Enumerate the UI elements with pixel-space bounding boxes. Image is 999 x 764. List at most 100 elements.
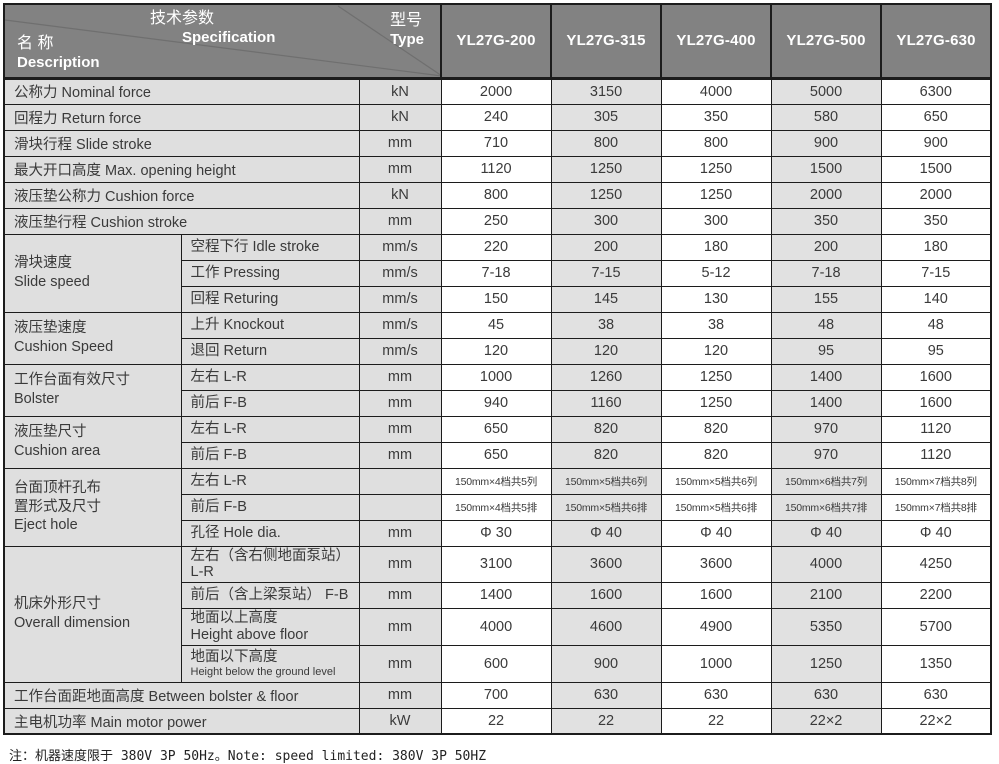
- table-row: 液压垫行程 Cushion stroke mm 250 300 300 350 350: [3, 207, 992, 235]
- value-cell: 1500: [770, 155, 882, 183]
- value-cell: 140: [880, 285, 992, 313]
- row-sublabel-cell: 前后 F-B: [180, 493, 360, 521]
- value-cell: 150mm×7档共8排: [880, 493, 992, 521]
- unit-cell: mm: [358, 681, 442, 709]
- table-row: 工作台面有效尺寸 Bolster 左右 L-R mm 1000 1260 1250 1400…: [3, 363, 992, 417]
- value-cell: 7-18: [440, 259, 552, 287]
- value-cell: 630: [770, 681, 882, 709]
- header-spec-en: Specification: [182, 29, 276, 46]
- value-cell: 650: [880, 103, 992, 131]
- table-row: 机床外形尺寸 Overall dimension 左右（含右侧地面泵站） L-R m…: [3, 545, 992, 683]
- header-type-zh: 型号: [390, 12, 423, 29]
- value-cell: 1600: [880, 363, 992, 391]
- unit-cell: mm: [358, 545, 442, 583]
- table-row: 工作台面距地面高度 Between bolster & floor mm 700 63…: [3, 681, 992, 709]
- value-cell: 1250: [550, 181, 662, 209]
- value-cell: 2000: [770, 181, 882, 209]
- group-label-cell: 液压垫速度 Cushion Speed: [3, 311, 182, 365]
- unit-cell: mm: [358, 207, 442, 235]
- value-cell: Φ 40: [770, 519, 882, 547]
- value-cell: 2000: [440, 77, 552, 105]
- unit-cell: mm: [358, 581, 442, 609]
- row-sublabel-cell: 前后 F-B: [180, 389, 360, 417]
- group-label-cell: 滑块速度 Slide speed: [3, 233, 182, 313]
- table-row: 主电机功率 Main motor power kW 22 22 22 22×2 22×2: [3, 707, 992, 735]
- value-cell: 7-15: [550, 259, 662, 287]
- table-row: 前后（含上梁泵站） F-B mm 1400 1600 1600 2100 2200: [4, 581, 992, 609]
- header-type-en: Type: [390, 31, 425, 48]
- unit-cell: mm: [358, 363, 442, 391]
- value-cell: 4000: [440, 607, 552, 646]
- header-spec-zh: 技术参数: [150, 10, 215, 27]
- value-cell: 150: [440, 285, 552, 313]
- value-cell: 150mm×4档共5列: [440, 467, 552, 495]
- table-row: 回程力 Return force kN 240 305 350 580 650: [3, 103, 992, 131]
- value-cell: 48: [880, 311, 992, 339]
- value-cell: 130: [660, 285, 772, 313]
- value-cell: 120: [440, 337, 552, 365]
- header-type: 型号 Type: [390, 11, 424, 50]
- table-row: 滑块速度 Slide speed 空程下行 Idle stroke mm/s 220 2…: [3, 233, 992, 313]
- value-cell: Φ 40: [660, 519, 772, 547]
- value-cell: 150mm×6档共7列: [770, 467, 882, 495]
- header-specification: 技术参数 Specification: [150, 9, 275, 48]
- header-row: 技术参数 Specification 名 称 Description 型号 Ty…: [2, 3, 993, 80]
- spec-table: 技术参数 Specification 名 称 Description 型号 Ty…: [2, 3, 993, 736]
- row-label-cell: 主电机功率 Main motor power: [3, 707, 360, 735]
- unit-cell: mm/s: [358, 337, 442, 365]
- table-row: 前后 F-B mm 940 1160 1250 1400 1600: [4, 389, 992, 417]
- unit-cell: mm/s: [358, 259, 442, 287]
- row-sublabel-cell: 工作 Pressing: [180, 259, 360, 287]
- value-cell: 1600: [550, 581, 662, 609]
- value-cell: 22×2: [770, 707, 882, 735]
- table-row: 地面以下高度 Height below the ground level mm 600…: [4, 644, 992, 683]
- value-cell: 1250: [770, 644, 882, 683]
- value-cell: 1250: [660, 181, 772, 209]
- value-cell: 5000: [770, 77, 882, 105]
- value-cell: 95: [770, 337, 882, 365]
- table-row: 地面以上高度 Height above floor mm 4000 4600 4900 53…: [4, 607, 992, 646]
- value-cell: 150mm×5档共6列: [660, 467, 772, 495]
- value-cell: 4900: [660, 607, 772, 646]
- model-header-cell: YL27G-500: [770, 3, 883, 80]
- value-cell: 1250: [660, 363, 772, 391]
- value-cell: 300: [550, 207, 662, 235]
- value-cell: 1000: [660, 644, 772, 683]
- table-row: 最大开口高度 Max. opening height mm 1120 1250 1250…: [3, 155, 992, 183]
- value-cell: 150mm×6档共7排: [770, 493, 882, 521]
- unit-cell: kN: [358, 181, 442, 209]
- value-cell: 820: [550, 415, 662, 443]
- value-cell: 1350: [880, 644, 992, 683]
- group-label-cell: 工作台面有效尺寸 Bolster: [3, 363, 182, 417]
- value-cell: 150mm×5档共6列: [550, 467, 662, 495]
- row-sublabel-cell: 地面以上高度 Height above floor: [180, 607, 360, 646]
- value-cell: 710: [440, 129, 552, 157]
- table-row: 液压垫尺寸 Cushion area 左右 L-R mm 650 820 820 970 11…: [3, 415, 992, 469]
- row-sublabel-cell: 左右 L-R: [180, 415, 360, 443]
- value-cell: 5350: [770, 607, 882, 646]
- table-row: 孔径 Hole dia. mm Φ 30 Φ 40 Φ 40 Φ 40 Φ 40: [4, 519, 992, 547]
- header-name-zh: 名 称: [17, 34, 54, 52]
- table-row: 公称力 Nominal force kN 2000 3150 4000 5000 6300: [3, 77, 992, 105]
- value-cell: 4250: [880, 545, 992, 583]
- value-cell: 1500: [880, 155, 992, 183]
- row-sublabel-cell: 左右 L-R: [180, 363, 360, 391]
- row-label-cell: 液压垫行程 Cushion stroke: [3, 207, 360, 235]
- value-cell: 240: [440, 103, 552, 131]
- value-cell: 3600: [660, 545, 772, 583]
- value-cell: 1250: [660, 155, 772, 183]
- value-cell: 350: [880, 207, 992, 235]
- value-cell: 1120: [880, 441, 992, 469]
- value-cell: 820: [660, 441, 772, 469]
- value-cell: 6300: [880, 77, 992, 105]
- value-cell: Φ 30: [440, 519, 552, 547]
- table-row: 回程 Returing mm/s 150 145 130 155 140: [4, 285, 992, 313]
- unit-cell: kN: [358, 103, 442, 131]
- value-cell: 650: [440, 441, 552, 469]
- header-name-en: Description: [17, 53, 100, 71]
- value-cell: 7-15: [880, 259, 992, 287]
- value-cell: Φ 40: [880, 519, 992, 547]
- table-row: 滑块行程 Slide stroke mm 710 800 800 900 900: [3, 129, 992, 157]
- value-cell: 630: [550, 681, 662, 709]
